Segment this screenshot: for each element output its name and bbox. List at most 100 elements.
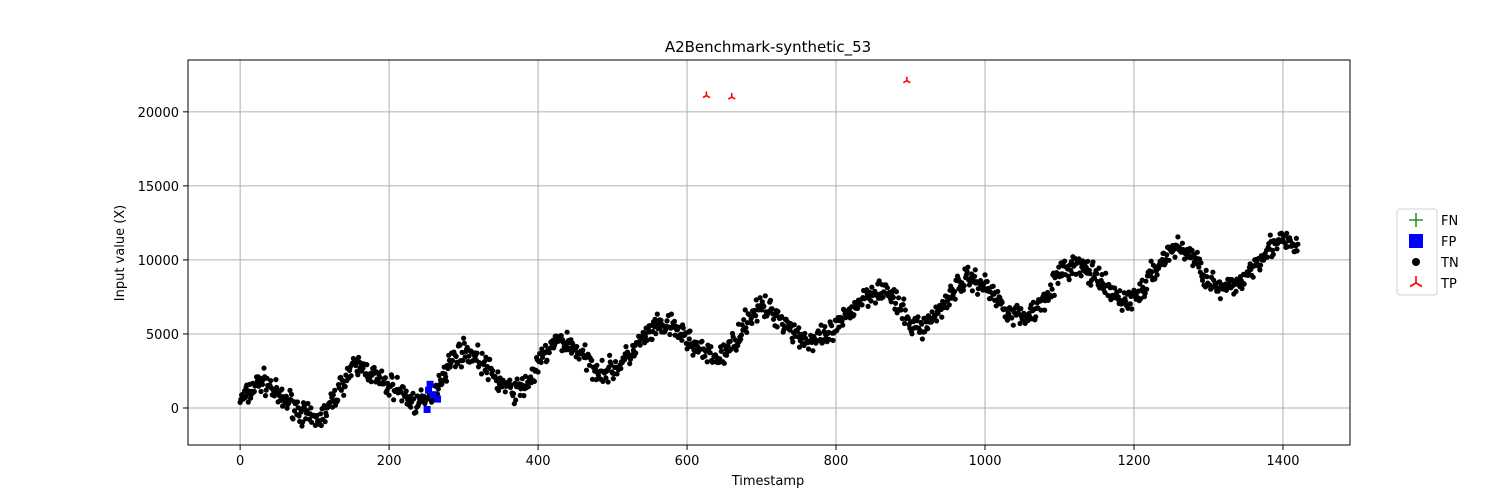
tn-point <box>330 392 336 398</box>
tn-point <box>741 317 747 323</box>
tn-point <box>752 307 758 313</box>
tn-point <box>1055 280 1061 286</box>
tn-point <box>322 419 328 425</box>
tn-point <box>721 360 727 366</box>
tn-series <box>237 230 1301 429</box>
tn-point <box>268 378 274 384</box>
tn-point <box>934 318 940 324</box>
tn-point <box>1051 292 1057 298</box>
tn-point <box>341 392 347 398</box>
tn-point <box>475 342 481 348</box>
tn-point <box>851 312 857 318</box>
tn-point <box>1015 310 1022 317</box>
tn-point <box>1284 244 1290 250</box>
tn-point <box>839 318 845 324</box>
tn-point <box>739 322 745 328</box>
tn-point <box>704 359 710 365</box>
tn-point <box>478 371 485 377</box>
tn-point <box>667 331 673 338</box>
tn-point <box>291 408 298 414</box>
tn-point <box>796 325 802 331</box>
tn-point <box>274 384 280 391</box>
tn-point <box>348 373 354 379</box>
tn-point <box>502 389 508 395</box>
tn-point <box>749 320 755 326</box>
tn-point <box>872 300 879 306</box>
tn-point <box>802 330 808 337</box>
tn-point <box>1233 288 1239 294</box>
tn-point <box>323 413 330 419</box>
tn-point <box>972 267 978 273</box>
tn-point <box>580 347 586 353</box>
tn-point <box>1087 271 1093 277</box>
tn-point <box>1042 307 1048 313</box>
tn-point <box>535 369 541 375</box>
tn-point <box>1203 267 1209 273</box>
tn-point <box>610 376 616 382</box>
tn-point <box>408 404 414 410</box>
tn-point <box>686 336 692 342</box>
tn-point <box>964 269 970 275</box>
tn-point <box>1127 301 1133 307</box>
tn-point <box>479 350 485 356</box>
tn-point <box>261 365 267 371</box>
tn-point <box>1078 273 1084 279</box>
tn-point <box>754 318 760 324</box>
tn-point <box>284 405 290 411</box>
y-axis: 0 5000 10000 15000 20000 <box>138 106 188 417</box>
tn-point <box>540 354 546 360</box>
tn-point <box>653 331 659 337</box>
tn-point <box>762 293 768 299</box>
tn-point <box>603 375 609 381</box>
tn-point <box>923 319 929 325</box>
fp-point <box>426 380 434 388</box>
tn-point <box>1090 259 1096 265</box>
tn-point <box>738 332 745 338</box>
tn-point <box>972 273 978 279</box>
tn-point <box>1048 282 1054 288</box>
tn-point <box>583 367 590 373</box>
tn-point <box>718 348 724 354</box>
tn-point <box>1198 260 1204 266</box>
tn-point <box>684 346 690 352</box>
tn-point <box>496 387 502 394</box>
tn-point <box>355 372 361 378</box>
tn-point <box>935 310 941 316</box>
tn-point <box>899 316 905 322</box>
legend-item-tp: TP <box>1409 276 1457 292</box>
tn-point <box>413 409 419 415</box>
tn-point <box>939 314 945 320</box>
tn-point <box>453 353 459 359</box>
tn-point <box>699 338 705 344</box>
legend-label: FN <box>1441 214 1458 229</box>
tn-point <box>791 322 797 328</box>
grid-lines <box>188 60 1350 445</box>
tn-point <box>1103 270 1109 276</box>
tn-point <box>258 388 264 395</box>
tn-point <box>900 302 906 308</box>
tn-point <box>300 419 306 425</box>
tn-point <box>599 357 605 363</box>
tp-point <box>727 93 736 100</box>
tn-point <box>1257 267 1263 273</box>
tn-point <box>1006 311 1012 317</box>
tn-point <box>753 297 759 303</box>
tn-point <box>394 374 400 380</box>
tn-point <box>664 318 670 324</box>
tn-point <box>1258 262 1264 268</box>
tn-point <box>538 359 544 365</box>
legend-item-fn: FN <box>1409 213 1458 229</box>
tn-point <box>1142 290 1148 296</box>
tn-point <box>1009 315 1015 321</box>
tn-point <box>390 381 396 387</box>
tn-point <box>951 288 958 295</box>
tn-point <box>652 316 658 322</box>
tn-point <box>909 331 915 337</box>
tn-point <box>915 314 921 320</box>
tn-point <box>822 324 828 330</box>
legend-label: TN <box>1440 256 1459 271</box>
tn-point <box>1189 247 1195 253</box>
tn-point <box>1270 251 1276 257</box>
tn-point <box>1096 265 1102 271</box>
